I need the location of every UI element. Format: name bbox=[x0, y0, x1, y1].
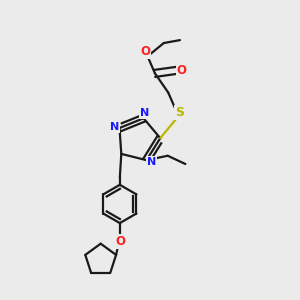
Text: S: S bbox=[176, 106, 184, 119]
Text: N: N bbox=[140, 108, 149, 118]
Text: O: O bbox=[176, 64, 187, 77]
Text: O: O bbox=[140, 45, 150, 58]
Text: N: N bbox=[147, 157, 156, 166]
Text: N: N bbox=[110, 122, 119, 132]
Text: O: O bbox=[116, 236, 125, 248]
